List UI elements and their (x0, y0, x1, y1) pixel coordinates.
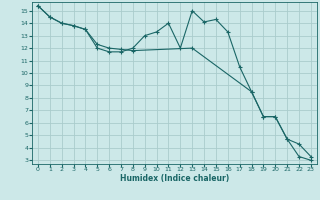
X-axis label: Humidex (Indice chaleur): Humidex (Indice chaleur) (120, 174, 229, 183)
